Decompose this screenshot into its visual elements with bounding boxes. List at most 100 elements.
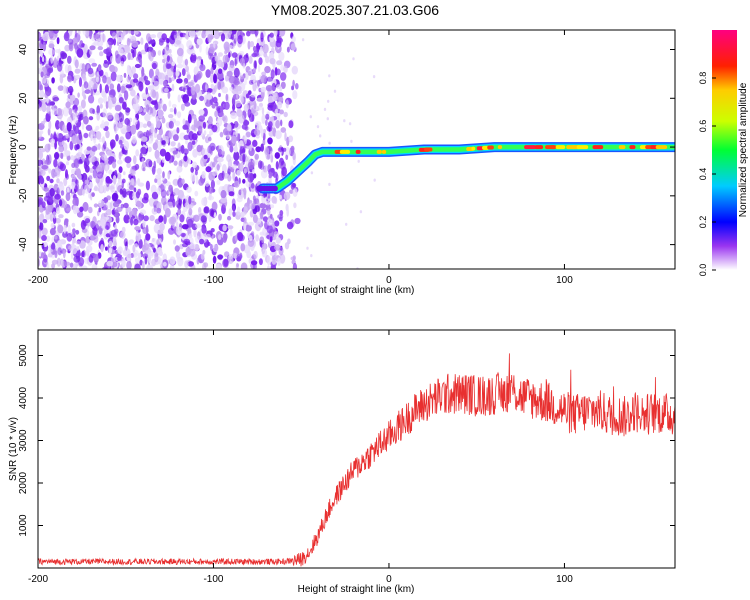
noise-speckle xyxy=(278,51,285,62)
noise-speckle xyxy=(83,132,89,139)
noise-speckle xyxy=(261,248,268,258)
noise-speckle xyxy=(182,118,186,125)
signal-hotspot xyxy=(497,145,503,150)
noise-speckle xyxy=(235,100,242,108)
noise-speckle xyxy=(255,121,262,126)
noise-speckle xyxy=(148,68,154,79)
noise-speckle xyxy=(286,221,294,230)
noise-speckle xyxy=(277,214,284,220)
noise-speckle xyxy=(66,265,71,269)
noise-speckle xyxy=(102,75,107,84)
noise-speckle xyxy=(133,95,140,104)
noise-speckle xyxy=(54,193,61,200)
noise-speckle xyxy=(177,94,181,103)
noise-speckle xyxy=(124,245,129,254)
noise-speckle xyxy=(164,151,171,162)
noise-speckle xyxy=(42,33,49,42)
noise-speckle xyxy=(200,215,207,223)
noise-speckle xyxy=(53,158,58,168)
noise-speckle xyxy=(41,235,47,241)
noise-speckle xyxy=(159,148,167,157)
noise-speckle xyxy=(217,59,223,68)
noise-speckle xyxy=(164,87,169,93)
noise-speckle xyxy=(187,261,194,267)
noise-speckle xyxy=(277,147,284,153)
noise-speckle xyxy=(141,66,145,77)
noise-speckle xyxy=(235,127,238,138)
noise-speckle xyxy=(223,41,230,51)
noise-speckle xyxy=(98,163,105,171)
noise-speckle xyxy=(253,100,257,110)
noise-speckle xyxy=(210,83,214,89)
noise-speckle xyxy=(76,144,80,150)
noise-speckle xyxy=(248,55,253,64)
noise-speckle xyxy=(40,50,43,58)
noise-speckle xyxy=(242,178,246,184)
noise-speckle xyxy=(238,114,245,124)
noise-speckle xyxy=(167,227,175,235)
noise-speckle xyxy=(173,160,178,166)
noise-speckle xyxy=(81,91,86,97)
noise-speckle xyxy=(213,42,216,49)
noise-speckle xyxy=(277,101,283,109)
noise-speckle xyxy=(144,255,148,265)
noise-speckle xyxy=(103,212,108,218)
noise-speckle xyxy=(207,195,214,201)
noise-speckle xyxy=(82,73,86,81)
noise-speckle xyxy=(98,69,104,77)
noise-speckle xyxy=(170,141,176,147)
noise-speckle xyxy=(118,97,124,104)
noise-speckle xyxy=(75,74,81,80)
noise-speckle xyxy=(183,155,188,162)
noise-speckle xyxy=(173,107,177,115)
noise-speckle xyxy=(245,131,251,138)
noise-speckle xyxy=(123,90,129,101)
noise-speckle xyxy=(279,194,282,200)
noise-speckle xyxy=(60,190,65,196)
noise-speckle xyxy=(243,217,247,224)
noise-speckle xyxy=(92,226,98,236)
noise-speckle xyxy=(70,251,74,260)
signal-hotspot xyxy=(471,146,476,151)
noise-speckle xyxy=(257,160,263,169)
noise-speckle xyxy=(70,155,75,161)
noise-speckle xyxy=(134,243,139,249)
noise-speckle xyxy=(140,146,147,154)
noise-speckle xyxy=(109,64,116,73)
noise-speckle xyxy=(171,61,176,67)
noise-speckle xyxy=(105,164,108,174)
noise-speckle xyxy=(213,212,217,218)
noise-speckle xyxy=(99,123,106,129)
noise-speckle xyxy=(309,115,312,119)
noise-speckle xyxy=(200,157,206,167)
noise-speckle xyxy=(77,44,81,51)
noise-speckle xyxy=(63,177,68,187)
noise-speckle xyxy=(201,197,207,206)
noise-speckle xyxy=(108,169,113,175)
noise-speckle xyxy=(111,32,117,40)
noise-speckle xyxy=(157,229,164,235)
noise-speckle xyxy=(274,108,279,114)
noise-speckle xyxy=(161,140,166,145)
noise-speckle xyxy=(182,242,188,248)
noise-speckle xyxy=(249,30,256,34)
noise-speckle xyxy=(47,253,53,258)
noise-speckle xyxy=(54,152,60,160)
noise-speckle xyxy=(247,161,255,170)
noise-speckle xyxy=(201,171,206,179)
noise-speckle xyxy=(43,254,48,263)
noise-speckle xyxy=(130,89,136,97)
noise-speckle xyxy=(289,189,294,194)
spectrogram-ytick-label: -20 xyxy=(18,188,29,203)
noise-speckle xyxy=(60,152,64,159)
noise-speckle xyxy=(172,150,178,155)
noise-speckle xyxy=(58,199,63,207)
noise-speckle xyxy=(39,169,46,176)
noise-speckle xyxy=(183,87,186,93)
noise-speckle xyxy=(133,155,137,165)
noise-speckle xyxy=(155,68,160,77)
noise-speckle xyxy=(51,242,56,250)
noise-speckle xyxy=(123,202,129,209)
noise-speckle xyxy=(48,43,55,49)
noise-speckle xyxy=(310,171,314,175)
